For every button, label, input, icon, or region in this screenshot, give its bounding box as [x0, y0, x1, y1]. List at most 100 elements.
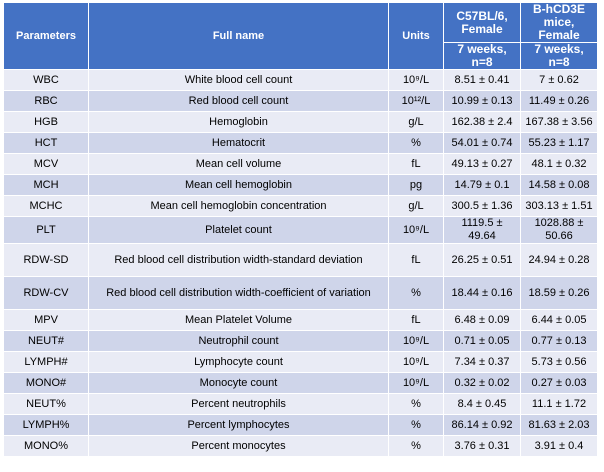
full-name-cell: Mean cell volume [88, 153, 389, 175]
group1-value-cell: 26.25 ± 0.51 [443, 243, 521, 277]
group1-value-cell: 86.14 ± 0.92 [443, 414, 521, 436]
group2-value-cell: 3.91 ± 0.4 [520, 435, 598, 457]
group2-value-cell: 7 ± 0.62 [520, 69, 598, 91]
unit-cell: pg [388, 174, 444, 196]
header-group2-sub: 7 weeks, n=8 [520, 42, 598, 70]
parameter-cell: MCH [3, 174, 89, 196]
group1-value-cell: 300.5 ± 1.36 [443, 195, 521, 217]
header-units: Units [388, 2, 444, 70]
table-body: WBC White blood cell count 10⁹/L 8.51 ± 0.4… [3, 69, 598, 457]
full-name-cell: Red blood cell count [88, 90, 389, 112]
header-group1-name: C57BL/6, Female [443, 2, 521, 43]
parameter-cell: NEUT# [3, 330, 89, 352]
group2-value-cell: 81.63 ± 2.03 [520, 414, 598, 436]
group1-value-cell: 3.76 ± 0.31 [443, 435, 521, 457]
unit-cell: 10⁹/L [388, 372, 444, 394]
table-row: MCHC Mean cell hemoglobin concentration g/… [3, 195, 598, 217]
parameter-cell: RBC [3, 90, 89, 112]
group1-value-cell: 8.51 ± 0.41 [443, 69, 521, 91]
full-name-cell: Red blood cell distribution width-standa… [88, 243, 389, 277]
group2-value-cell: 0.77 ± 0.13 [520, 330, 598, 352]
header-parameters: Parameters [3, 2, 89, 70]
table-row: MONO% Percent monocytes% 3.76 ± 0.31 3.91 ±… [3, 435, 598, 457]
unit-cell: % [388, 276, 444, 310]
full-name-cell: Lymphocyte count [88, 351, 389, 373]
header-group1-sub: 7 weeks, n=8 [443, 42, 521, 70]
group2-value-cell: 24.94 ± 0.28 [520, 243, 598, 277]
table-row: NEUT% Percent neutrophils% 8.4 ± 0.45 11.1 … [3, 393, 598, 415]
group1-value-cell: 54.01 ± 0.74 [443, 132, 521, 154]
group2-value-cell: 55.23 ± 1.17 [520, 132, 598, 154]
parameter-cell: NEUT% [3, 393, 89, 415]
group2-value-cell: 1028.88 ± 50.66 [520, 216, 598, 244]
parameter-cell: LYMPH# [3, 351, 89, 373]
table-row: HCT Hematocrit% 54.01 ± 0.74 55.23 ± 1.17 [3, 132, 598, 154]
full-name-cell: Neutrophil count [88, 330, 389, 352]
unit-cell: 10¹²/L [388, 90, 444, 112]
group2-value-cell: 0.27 ± 0.03 [520, 372, 598, 394]
full-name-cell: Percent neutrophils [88, 393, 389, 415]
unit-cell: fL [388, 309, 444, 331]
unit-cell: 10⁹/L [388, 330, 444, 352]
group2-value-cell: 11.49 ± 0.26 [520, 90, 598, 112]
table-row: RDW-SD Red blood cell distribution width-… [3, 243, 598, 277]
table-row: MPV Mean Platelet Volume fL 6.48 ± 0.09 6.44… [3, 309, 598, 331]
parameter-cell: MCHC [3, 195, 89, 217]
unit-cell: % [388, 435, 444, 457]
header-full-name: Full name [88, 2, 389, 70]
table-row: MCH Mean cell hemoglobin pg 14.79 ± 0.1 14.5… [3, 174, 598, 196]
full-name-cell: Platelet count [88, 216, 389, 244]
unit-cell: g/L [388, 195, 444, 217]
parameter-cell: LYMPH% [3, 414, 89, 436]
group1-value-cell: 49.13 ± 0.27 [443, 153, 521, 175]
table-row: WBC White blood cell count 10⁹/L 8.51 ± 0.4… [3, 69, 598, 91]
group1-value-cell: 162.38 ± 2.4 [443, 111, 521, 133]
group1-value-cell: 7.34 ± 0.37 [443, 351, 521, 373]
group2-value-cell: 18.59 ± 0.26 [520, 276, 598, 310]
table-row: MCV Mean cell volume fL 49.13 ± 0.27 48.1 ± … [3, 153, 598, 175]
unit-cell: % [388, 393, 444, 415]
group2-value-cell: 11.1 ± 1.72 [520, 393, 598, 415]
table-row: HGB Hemoglobin g/L 162.38 ± 2.4 167.38 ± 3.5… [3, 111, 598, 133]
full-name-cell: Mean cell hemoglobin concentration [88, 195, 389, 217]
group2-value-cell: 303.13 ± 1.51 [520, 195, 598, 217]
full-name-cell: Mean Platelet Volume [88, 309, 389, 331]
parameter-cell: HGB [3, 111, 89, 133]
group1-value-cell: 14.79 ± 0.1 [443, 174, 521, 196]
full-name-cell: Monocyte count [88, 372, 389, 394]
unit-cell: fL [388, 243, 444, 277]
unit-cell: 10⁹/L [388, 69, 444, 91]
group1-value-cell: 18.44 ± 0.16 [443, 276, 521, 310]
full-name-cell: White blood cell count [88, 69, 389, 91]
group1-value-cell: 6.48 ± 0.09 [443, 309, 521, 331]
header-group2-name: B-hCD3E mice, Female [520, 2, 598, 43]
table-row: RDW-CV Red blood cell distribution width-… [3, 276, 598, 310]
parameter-cell: RDW-SD [3, 243, 89, 277]
full-name-cell: Percent lymphocytes [88, 414, 389, 436]
unit-cell: % [388, 414, 444, 436]
unit-cell: % [388, 132, 444, 154]
parameter-cell: RDW-CV [3, 276, 89, 310]
full-name-cell: Percent monocytes [88, 435, 389, 457]
table-row: LYMPH# Lymphocyte count 10⁹/L 7.34 ± 0.37 5.… [3, 351, 598, 373]
parameter-cell: HCT [3, 132, 89, 154]
table-row: NEUT# Neutrophil count 10⁹/L 0.71 ± 0.05 0.7… [3, 330, 598, 352]
group2-value-cell: 14.58 ± 0.08 [520, 174, 598, 196]
group1-value-cell: 0.32 ± 0.02 [443, 372, 521, 394]
blood-parameters-table: Parameters Full name Units C57BL/6, Fema… [3, 2, 598, 457]
parameter-cell: MONO% [3, 435, 89, 457]
table-row: MONO# Monocyte count 10⁹/L 0.32 ± 0.02 0.27 … [3, 372, 598, 394]
full-name-cell: Mean cell hemoglobin [88, 174, 389, 196]
group2-value-cell: 167.38 ± 3.56 [520, 111, 598, 133]
parameter-cell: PLT [3, 216, 89, 244]
full-name-cell: Hematocrit [88, 132, 389, 154]
group1-value-cell: 1119.5 ± 49.64 [443, 216, 521, 244]
unit-cell: 10⁹/L [388, 351, 444, 373]
group1-value-cell: 10.99 ± 0.13 [443, 90, 521, 112]
group2-value-cell: 48.1 ± 0.32 [520, 153, 598, 175]
table-row: LYMPH% Percent lymphocytes% 86.14 ± 0.92 81… [3, 414, 598, 436]
parameter-cell: MCV [3, 153, 89, 175]
parameter-cell: MONO# [3, 372, 89, 394]
unit-cell: g/L [388, 111, 444, 133]
table-row: RBC Red blood cell count 10¹²/L 10.99 ± 0.1… [3, 90, 598, 112]
